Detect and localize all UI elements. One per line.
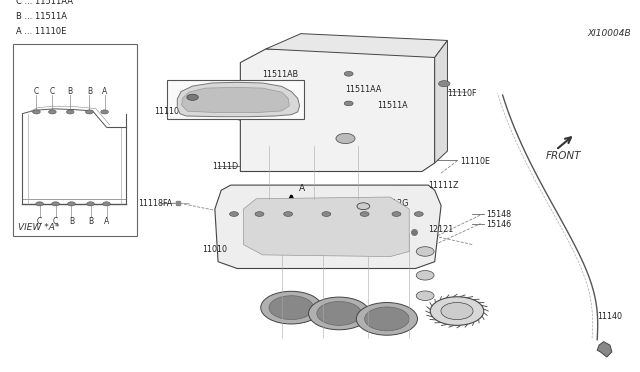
Circle shape — [187, 94, 198, 100]
Circle shape — [49, 110, 56, 114]
Circle shape — [360, 212, 369, 217]
Text: C: C — [53, 217, 58, 226]
Bar — [13, 44, 137, 236]
Polygon shape — [244, 197, 409, 257]
Polygon shape — [597, 341, 612, 357]
Polygon shape — [182, 87, 289, 113]
Circle shape — [67, 110, 74, 114]
Circle shape — [36, 202, 44, 206]
Text: 12121: 12121 — [428, 225, 454, 234]
Text: 11010: 11010 — [202, 245, 227, 254]
Circle shape — [336, 134, 355, 144]
Text: 11110F: 11110F — [447, 89, 477, 98]
Circle shape — [308, 297, 370, 330]
Text: 11110+A: 11110+A — [154, 108, 191, 116]
Text: C: C — [37, 217, 42, 226]
Circle shape — [416, 247, 434, 256]
Circle shape — [322, 212, 331, 217]
Text: 11511A: 11511A — [378, 100, 408, 110]
Text: C ... 11511AA: C ... 11511AA — [16, 0, 73, 6]
Circle shape — [230, 212, 239, 217]
Text: B: B — [88, 217, 93, 226]
Polygon shape — [241, 49, 435, 171]
Text: A ... 11110E: A ... 11110E — [16, 28, 67, 36]
Text: A: A — [102, 87, 108, 96]
Text: B: B — [68, 87, 73, 96]
Text: 11012G: 11012G — [378, 199, 409, 208]
Text: A: A — [104, 217, 109, 226]
Circle shape — [284, 212, 292, 217]
Circle shape — [430, 297, 484, 326]
Circle shape — [344, 71, 353, 76]
Text: 1111D: 1111D — [212, 162, 238, 171]
Polygon shape — [266, 33, 447, 57]
Circle shape — [317, 302, 362, 326]
Text: A: A — [299, 184, 305, 193]
Text: 11111Z: 11111Z — [428, 181, 459, 190]
Text: 15148: 15148 — [486, 209, 511, 218]
Text: 1112B: 1112B — [209, 94, 234, 103]
Text: XI10004B: XI10004B — [588, 29, 631, 38]
Text: C: C — [34, 87, 39, 96]
Circle shape — [416, 291, 434, 301]
Text: 11140: 11140 — [597, 312, 622, 321]
Circle shape — [414, 212, 423, 217]
Circle shape — [100, 110, 108, 114]
Circle shape — [260, 291, 322, 324]
Text: 11511AB: 11511AB — [262, 70, 299, 79]
Text: FRONT: FRONT — [546, 151, 582, 161]
Circle shape — [357, 203, 370, 209]
Text: 11511AA: 11511AA — [346, 85, 382, 94]
Circle shape — [344, 101, 353, 106]
Polygon shape — [215, 185, 441, 269]
Text: B: B — [87, 87, 92, 96]
Polygon shape — [177, 82, 300, 117]
Text: 11110E: 11110E — [460, 157, 490, 166]
Text: C: C — [50, 87, 55, 96]
Text: 1112BA: 1112BA — [215, 102, 246, 111]
Bar — [167, 80, 304, 119]
Text: 15146: 15146 — [486, 220, 511, 229]
Circle shape — [441, 302, 473, 320]
Circle shape — [269, 296, 314, 320]
Circle shape — [365, 307, 409, 331]
Circle shape — [356, 302, 417, 335]
Circle shape — [392, 212, 401, 217]
Text: VIEW *A*: VIEW *A* — [18, 223, 60, 232]
Circle shape — [86, 110, 93, 114]
Circle shape — [255, 212, 264, 217]
Polygon shape — [435, 41, 447, 163]
Text: 12279: 12279 — [457, 310, 483, 319]
Circle shape — [68, 202, 76, 206]
Circle shape — [416, 270, 434, 280]
Text: 11118FA: 11118FA — [138, 199, 173, 208]
Circle shape — [438, 81, 450, 87]
Circle shape — [33, 110, 40, 114]
Circle shape — [87, 202, 95, 206]
Text: B ... 11511A: B ... 11511A — [16, 12, 67, 21]
Circle shape — [52, 202, 60, 206]
Circle shape — [102, 202, 110, 206]
Text: B: B — [69, 217, 74, 226]
